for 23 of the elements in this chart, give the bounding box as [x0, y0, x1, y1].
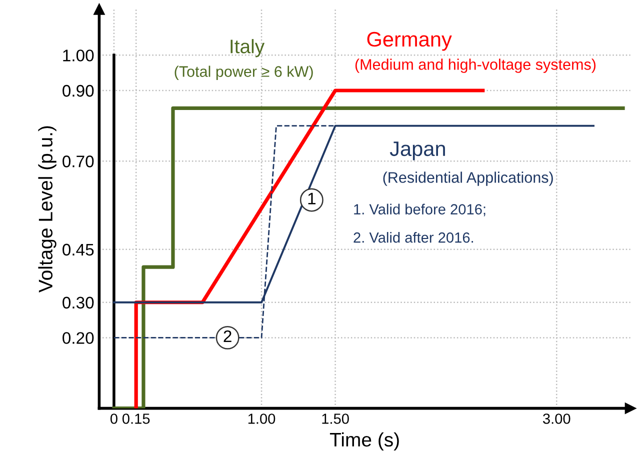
x-tick-label: 0.15: [122, 414, 150, 424]
annotation: 1. Valid before 2016;: [354, 204, 486, 216]
y-axis-title: Voltage Level (p.u.): [38, 126, 56, 292]
x-tick-label: 0: [110, 414, 118, 424]
annotation: (Residential Applications): [383, 172, 553, 186]
y-tick-label: 0.70: [62, 156, 94, 168]
annotation: 1: [308, 192, 316, 204]
y-tick-label: 1.00: [63, 50, 94, 62]
y-tick-label: 0.30: [62, 296, 94, 309]
annotation: 2. Valid after 2016.: [354, 232, 474, 243]
x-tick-label: 1.50: [322, 414, 349, 424]
annotation: 2: [224, 330, 232, 342]
y-tick-label: 0.45: [62, 244, 94, 256]
y-tick-label: 0.20: [62, 332, 94, 344]
x-tick-label: 3.00: [542, 414, 570, 424]
annotation: (Total power ≥ 6 kW): [174, 66, 313, 80]
annotation: (Medium and high-voltage systems): [355, 58, 596, 73]
series-label: Germany: [367, 32, 452, 51]
series-label: Japan: [390, 142, 445, 160]
x-axis-title: Time (s): [330, 432, 399, 450]
x-tick-label: 1.00: [248, 414, 276, 424]
text: Italy: [230, 39, 265, 58]
y-tick-label: 0.90: [62, 84, 94, 97]
